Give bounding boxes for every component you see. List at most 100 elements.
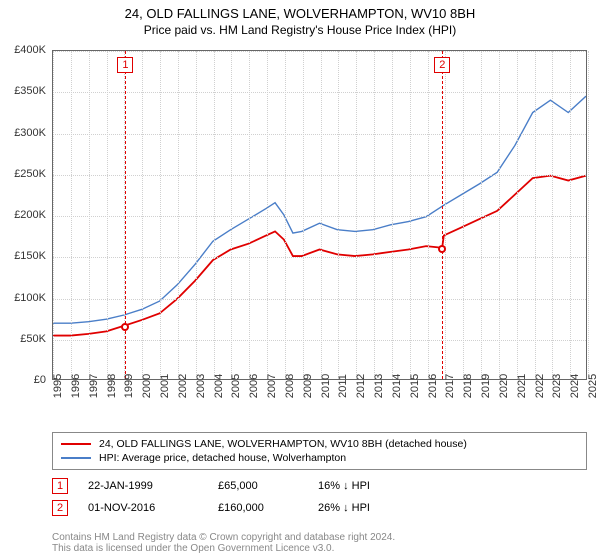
gridline-v [356,51,357,379]
x-tick-label: 2002 [177,374,189,398]
sale-marker-label: 1 [117,57,133,73]
x-tick-label: 2011 [337,374,349,398]
legend-box: 24, OLD FALLINGS LANE, WOLVERHAMPTON, WV… [52,432,587,470]
sale-event-price: £65,000 [218,480,298,492]
gridline-v [321,51,322,379]
x-tick-label: 2007 [266,374,278,398]
y-tick-label: £300K [14,127,46,139]
plot-area: 12 [52,50,587,380]
gridline-h [53,257,586,258]
x-tick-label: 2009 [302,374,314,398]
sale-event-price: £160,000 [218,502,298,514]
legend-swatch [61,457,91,459]
gridline-h [53,340,586,341]
x-tick-label: 1996 [70,374,82,398]
x-tick-label: 2023 [551,374,563,398]
gridline-h [53,175,586,176]
gridline-v [196,51,197,379]
gridline-h [53,134,586,135]
sale-event-date: 01-NOV-2016 [88,502,198,514]
legend-item: HPI: Average price, detached house, Wolv… [61,451,578,465]
sale-event-row: 1 22-JAN-1999 £65,000 16% ↓ HPI [52,475,587,497]
gridline-h [53,216,586,217]
y-tick-label: £250K [14,168,46,180]
gridline-v [499,51,500,379]
x-tick-label: 2006 [248,374,260,398]
y-tick-label: £400K [14,44,46,56]
legend-label: 24, OLD FALLINGS LANE, WOLVERHAMPTON, WV… [99,438,467,450]
x-tick-label: 2013 [373,374,385,398]
y-tick-label: £50K [20,333,46,345]
gridline-v [517,51,518,379]
gridline-v [71,51,72,379]
sale-marker-label: 2 [434,57,450,73]
sale-event-delta: 16% ↓ HPI [318,480,370,492]
gridline-v [445,51,446,379]
gridline-v [231,51,232,379]
x-tick-label: 1999 [123,374,135,398]
gridline-v [338,51,339,379]
x-tick-label: 2010 [320,374,332,398]
chart-subtitle: Price paid vs. HM Land Registry's House … [0,21,600,37]
x-tick-label: 2008 [284,374,296,398]
x-tick-label: 2021 [516,374,528,398]
x-tick-label: 2019 [480,374,492,398]
x-tick-label: 2016 [427,374,439,398]
x-tick-label: 2018 [462,374,474,398]
x-tick-label: 2025 [587,374,599,398]
footer: Contains HM Land Registry data © Crown c… [52,532,395,554]
sale-events: 1 22-JAN-1999 £65,000 16% ↓ HPI 2 01-NOV-2016… [52,475,587,519]
x-tick-label: 2020 [498,374,510,398]
y-tick-label: £0 [34,374,46,386]
gridline-v [570,51,571,379]
x-tick-label: 2022 [534,374,546,398]
gridline-v [374,51,375,379]
sale-event-marker: 2 [52,500,68,516]
x-tick-label: 2015 [409,374,421,398]
gridline-v [481,51,482,379]
legend-label: HPI: Average price, detached house, Wolv… [99,452,346,464]
gridline-v [53,51,54,379]
gridline-v [178,51,179,379]
x-tick-label: 2014 [391,374,403,398]
y-tick-label: £100K [14,292,46,304]
sale-event-row: 201-NOV-2016£160,00026% ↓ HPI [52,497,587,519]
sale-event-date: 22-JAN-1999 [88,480,198,492]
x-tick-label: 2017 [444,374,456,398]
y-tick-label: £200K [14,209,46,221]
sale-event-marker: 1 [52,478,68,494]
x-tick-label: 2000 [141,374,153,398]
y-tick-label: £150K [14,250,46,262]
x-tick-label: 2005 [230,374,242,398]
gridline-v [428,51,429,379]
gridline-v [107,51,108,379]
gridline-v [463,51,464,379]
x-tick-label: 2024 [569,374,581,398]
y-tick-label: £350K [14,85,46,97]
chart-svg [53,51,586,379]
gridline-h [53,299,586,300]
sale-marker-dot [438,245,446,253]
sale-marker-line [442,51,443,379]
gridline-v [249,51,250,379]
gridline-v [588,51,589,379]
x-tick-label: 2001 [159,374,171,398]
gridline-v [89,51,90,379]
gridline-v [392,51,393,379]
gridline-h [53,92,586,93]
x-tick-label: 1998 [106,374,118,398]
x-tick-label: 2004 [213,374,225,398]
gridline-h [53,51,586,52]
gridline-v [535,51,536,379]
legend-swatch [61,443,91,445]
x-tick-label: 1997 [88,374,100,398]
x-tick-label: 2003 [195,374,207,398]
gridline-v [410,51,411,379]
gridline-v [142,51,143,379]
y-axis: £0£50K£100K£150K£200K£250K£300K£350K£400… [0,50,50,380]
legend-item: 24, OLD FALLINGS LANE, WOLVERHAMPTON, WV… [61,437,578,451]
sale-marker-dot [121,323,129,331]
chart-title: 24, OLD FALLINGS LANE, WOLVERHAMPTON, WV… [0,0,600,21]
chart-container: 24, OLD FALLINGS LANE, WOLVERHAMPTON, WV… [0,0,600,560]
footer-line-2: This data is licensed under the Open Gov… [52,543,395,554]
